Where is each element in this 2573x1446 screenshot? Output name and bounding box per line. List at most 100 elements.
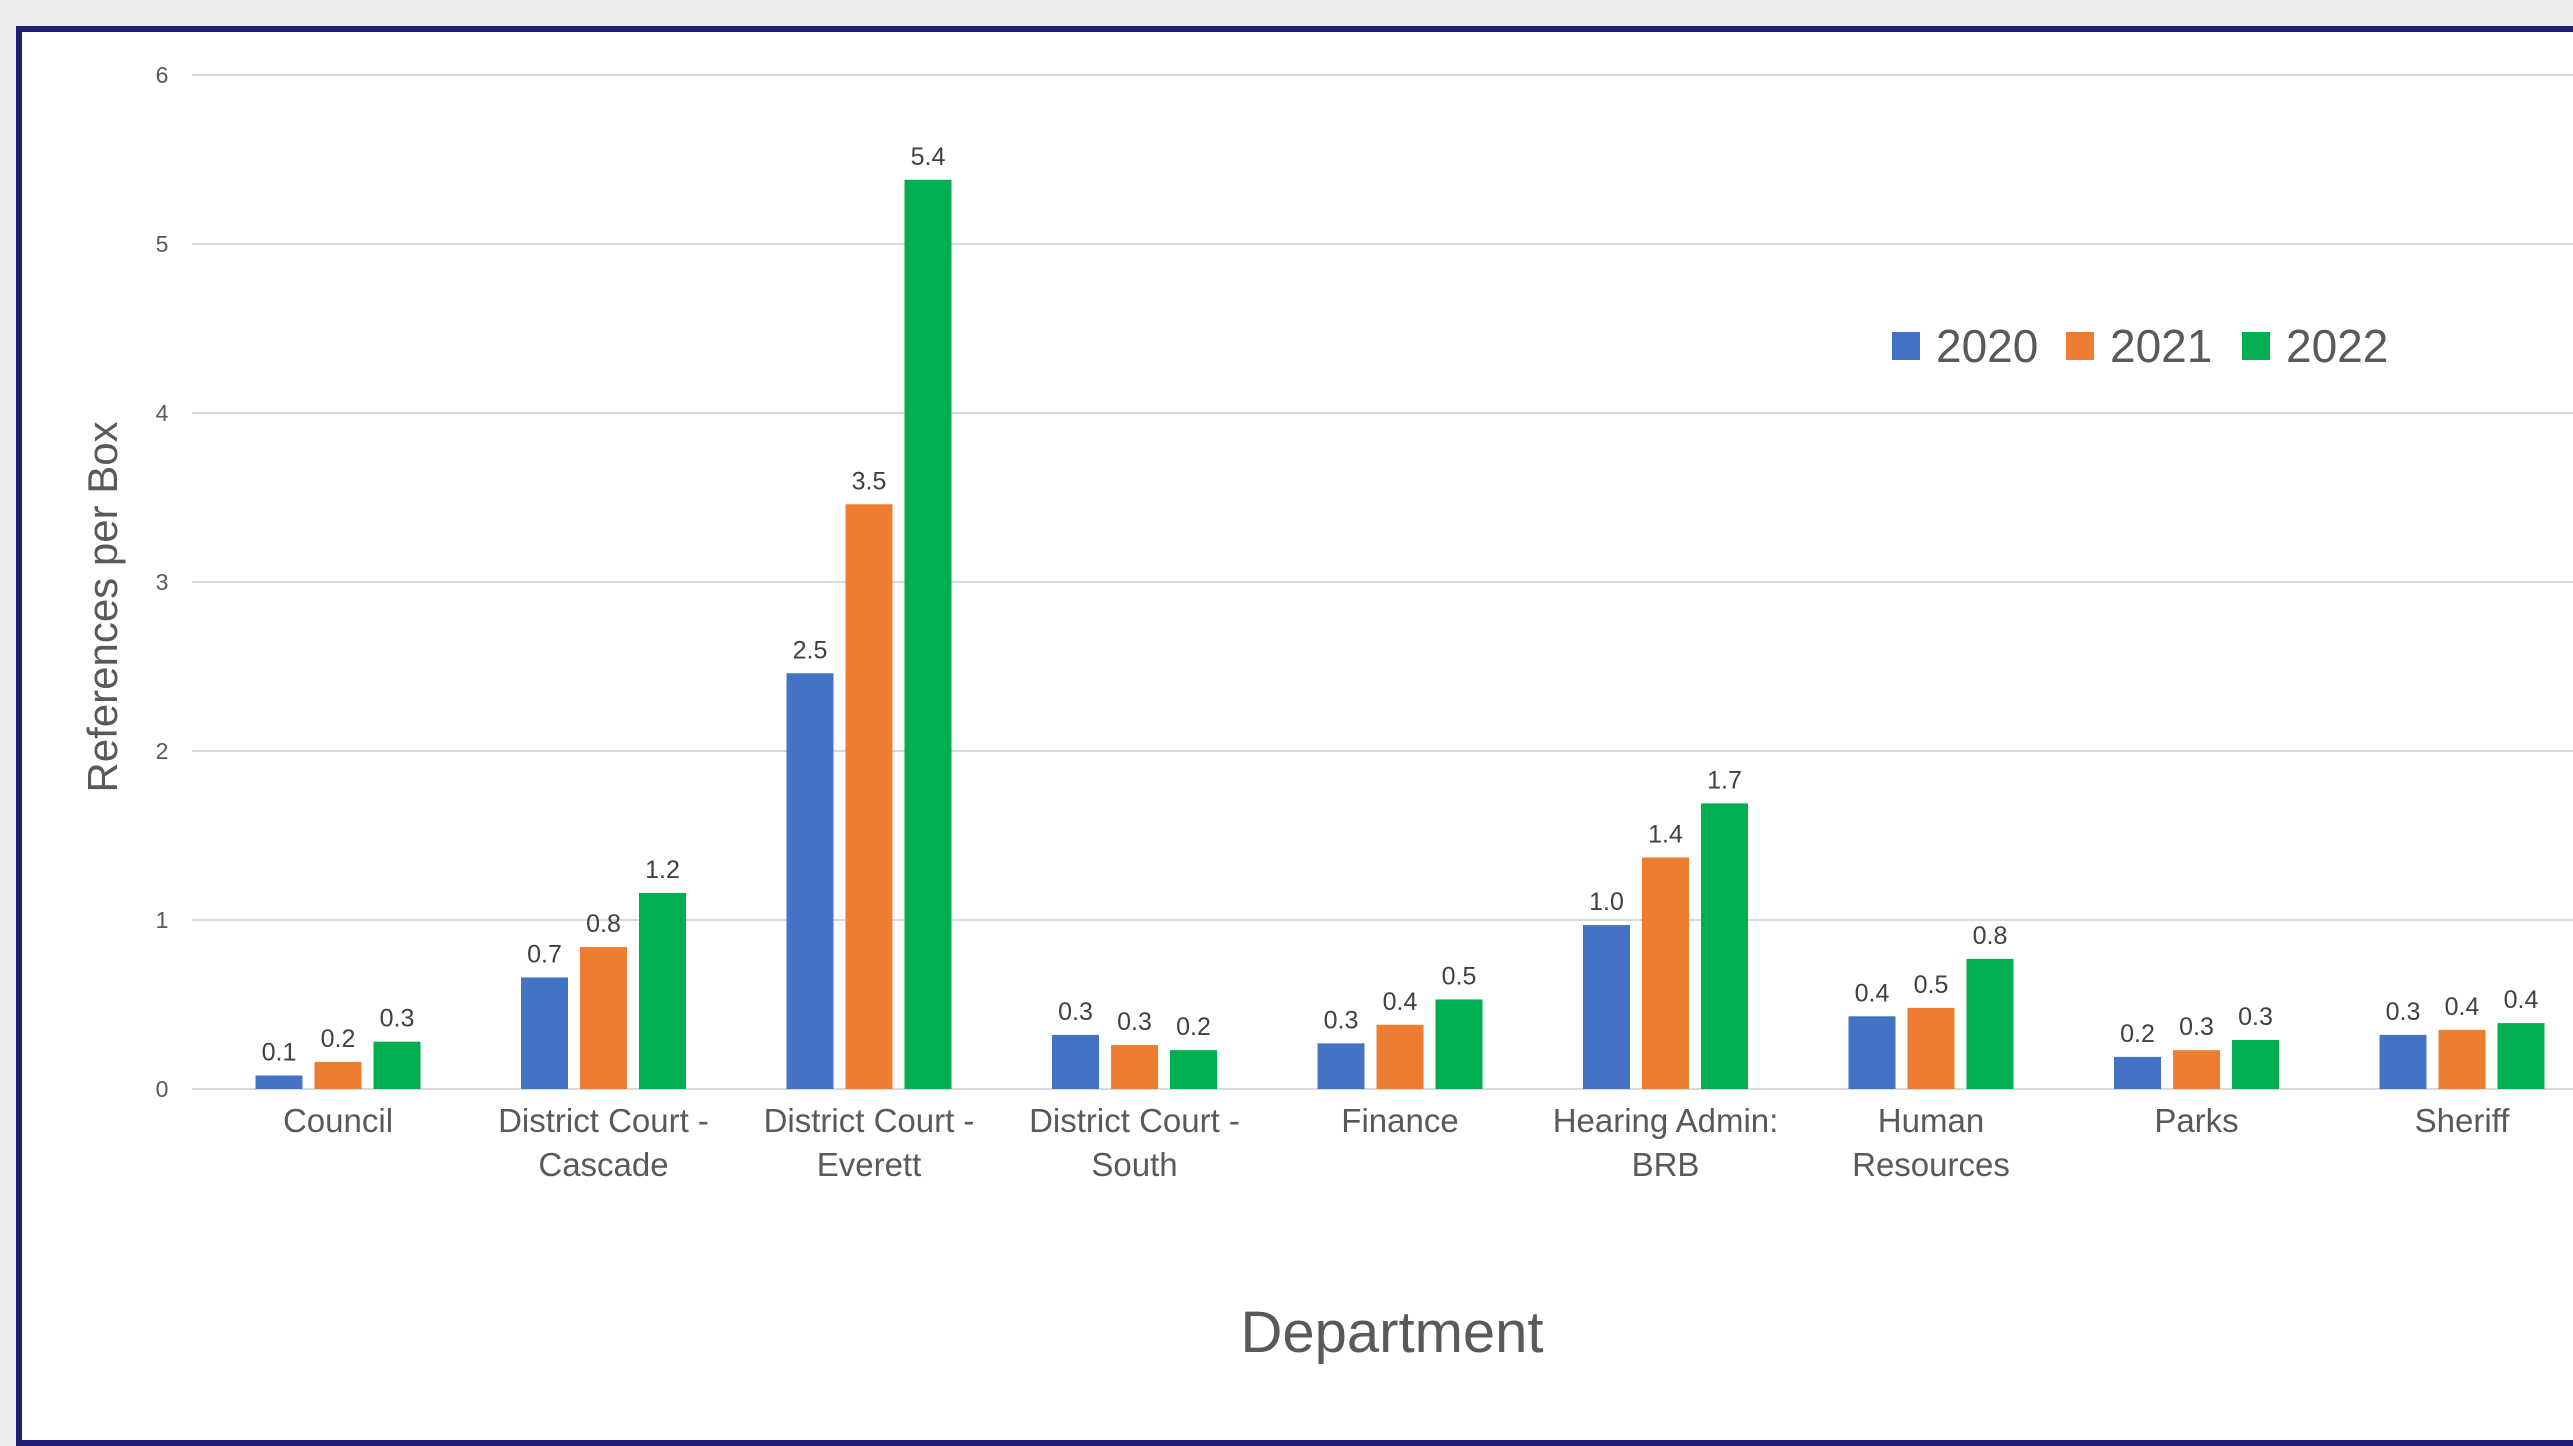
data-label: 1.7 bbox=[1707, 766, 1742, 794]
bar-2022 bbox=[1435, 999, 1483, 1089]
x-category-line: Cascade bbox=[538, 1146, 668, 1183]
bar-2021 bbox=[314, 1061, 362, 1089]
bar-2021 bbox=[580, 947, 627, 1089]
data-label: 1.4 bbox=[1648, 820, 1683, 848]
x-category-line: Human bbox=[1878, 1102, 1984, 1139]
bar-2020 bbox=[786, 673, 834, 1089]
bar-2020 bbox=[521, 977, 568, 1089]
data-label: 1.0 bbox=[1589, 888, 1624, 916]
bar-2020 bbox=[1317, 1043, 1365, 1089]
y-tick-label: 6 bbox=[156, 62, 169, 88]
legend-swatch-2020 bbox=[1892, 332, 1920, 360]
bar-2020 bbox=[255, 1075, 303, 1089]
bar-2022 bbox=[1701, 803, 1748, 1089]
data-label: 0.3 bbox=[380, 1005, 415, 1033]
bar-2020 bbox=[2114, 1056, 2161, 1089]
data-label: 0.4 bbox=[2504, 986, 2539, 1014]
data-label: 0.8 bbox=[586, 910, 621, 938]
data-label: 0.3 bbox=[1058, 998, 1093, 1026]
bar-2020 bbox=[1848, 1016, 1896, 1089]
x-category-line: District Court - bbox=[764, 1102, 975, 1139]
x-category-label: Hearing Admin: BRB bbox=[1553, 1102, 1779, 1183]
legend-label: 2021 bbox=[2110, 320, 2212, 372]
bar-2021 bbox=[2173, 1050, 2220, 1089]
data-label: 0.7 bbox=[527, 940, 562, 968]
data-label: 0.3 bbox=[2179, 1013, 2214, 1041]
data-label: 0.4 bbox=[1383, 988, 1418, 1016]
x-category-label: Sheriff bbox=[2415, 1102, 2511, 1139]
x-category-label: Parks bbox=[2154, 1102, 2238, 1139]
data-label: 0.5 bbox=[1442, 962, 1477, 990]
x-category-line: Finance bbox=[1341, 1102, 1458, 1139]
data-label: 0.4 bbox=[1855, 979, 1890, 1007]
data-label: 2.5 bbox=[793, 636, 828, 664]
data-label: 0.3 bbox=[1324, 1006, 1359, 1034]
bar-2022 bbox=[2232, 1039, 2279, 1089]
data-label: 1.2 bbox=[645, 856, 680, 884]
bar-2020 bbox=[2379, 1034, 2427, 1089]
x-category-label: District Court - Everett bbox=[764, 1102, 975, 1183]
bar-2022 bbox=[2497, 1023, 2545, 1089]
data-label: 3.5 bbox=[852, 467, 887, 495]
data-label: 0.3 bbox=[1117, 1008, 1152, 1036]
bar-2021 bbox=[1642, 857, 1689, 1089]
data-label: 5.4 bbox=[911, 143, 946, 171]
bar-2020 bbox=[1052, 1034, 1099, 1089]
x-category-label: Finance bbox=[1341, 1102, 1458, 1139]
x-category-label: Human Resources bbox=[1852, 1102, 2010, 1183]
bar-2021 bbox=[2438, 1029, 2486, 1089]
legend-swatch-2021 bbox=[2066, 332, 2094, 360]
x-axis-title: Department bbox=[1240, 1300, 1543, 1365]
data-label: 0.8 bbox=[1973, 922, 2008, 950]
bar-2022 bbox=[373, 1041, 421, 1089]
x-category-line: Council bbox=[283, 1102, 393, 1139]
x-category-label: District Court - Cascade bbox=[498, 1102, 709, 1183]
x-category-line: South bbox=[1091, 1146, 1177, 1183]
bars bbox=[255, 179, 2545, 1089]
data-label: 0.3 bbox=[2386, 998, 2421, 1026]
y-tick-label: 2 bbox=[156, 738, 169, 764]
x-category-line: District Court - bbox=[1029, 1102, 1240, 1139]
bar-2022 bbox=[1170, 1050, 1217, 1089]
y-tick-label: 0 bbox=[156, 1076, 169, 1102]
data-label: 0.4 bbox=[2445, 993, 2480, 1021]
x-category-label: Council bbox=[283, 1102, 393, 1139]
x-category-line: Sheriff bbox=[2415, 1102, 2511, 1139]
data-label: 0.2 bbox=[2120, 1020, 2155, 1048]
y-axis-title: References per Box bbox=[79, 421, 126, 792]
x-category-line: Resources bbox=[1852, 1146, 2010, 1183]
data-label: 0.2 bbox=[321, 1025, 356, 1053]
data-label: 0.2 bbox=[1176, 1013, 1211, 1041]
legend-swatch-2022 bbox=[2242, 332, 2270, 360]
bar-2021 bbox=[1376, 1024, 1424, 1089]
bar-2022 bbox=[904, 179, 952, 1089]
y-tick-label: 5 bbox=[156, 231, 169, 257]
x-category-line: District Court - bbox=[498, 1102, 709, 1139]
bar-2021 bbox=[1907, 1007, 1955, 1089]
y-tick-label: 3 bbox=[156, 569, 169, 595]
y-tick-label: 1 bbox=[156, 907, 169, 933]
data-label: 0.5 bbox=[1914, 971, 1949, 999]
gridlines bbox=[192, 74, 2573, 1090]
data-label: 0.3 bbox=[2238, 1003, 2273, 1031]
bar-2020 bbox=[1583, 925, 1630, 1089]
y-axis-ticks: 0 1 2 3 4 5 6 bbox=[156, 62, 169, 1102]
bar-2021 bbox=[845, 504, 893, 1089]
x-category-line: Hearing Admin: bbox=[1553, 1102, 1779, 1139]
y-tick-label: 4 bbox=[156, 400, 169, 426]
x-category-line: BRB bbox=[1632, 1146, 1700, 1183]
data-label: 0.1 bbox=[262, 1038, 297, 1066]
bar-2022 bbox=[1966, 958, 2014, 1089]
x-category-line: Parks bbox=[2154, 1102, 2238, 1139]
legend-label: 2022 bbox=[2286, 320, 2388, 372]
data-labels: 0.1 0.2 0.3 0.7 0.8 1.2 2.5 3.5 5.4 0.3 0.3 0.2 0.3 0… bbox=[262, 143, 2539, 1067]
bar-2021 bbox=[1111, 1045, 1158, 1089]
x-category-line: Everett bbox=[817, 1146, 922, 1183]
x-category-label: District Court - South bbox=[1029, 1102, 1240, 1183]
legend: 2020 2021 2022 bbox=[1892, 320, 2388, 372]
legend-label: 2020 bbox=[1936, 320, 2038, 372]
bar-2022 bbox=[639, 892, 686, 1089]
